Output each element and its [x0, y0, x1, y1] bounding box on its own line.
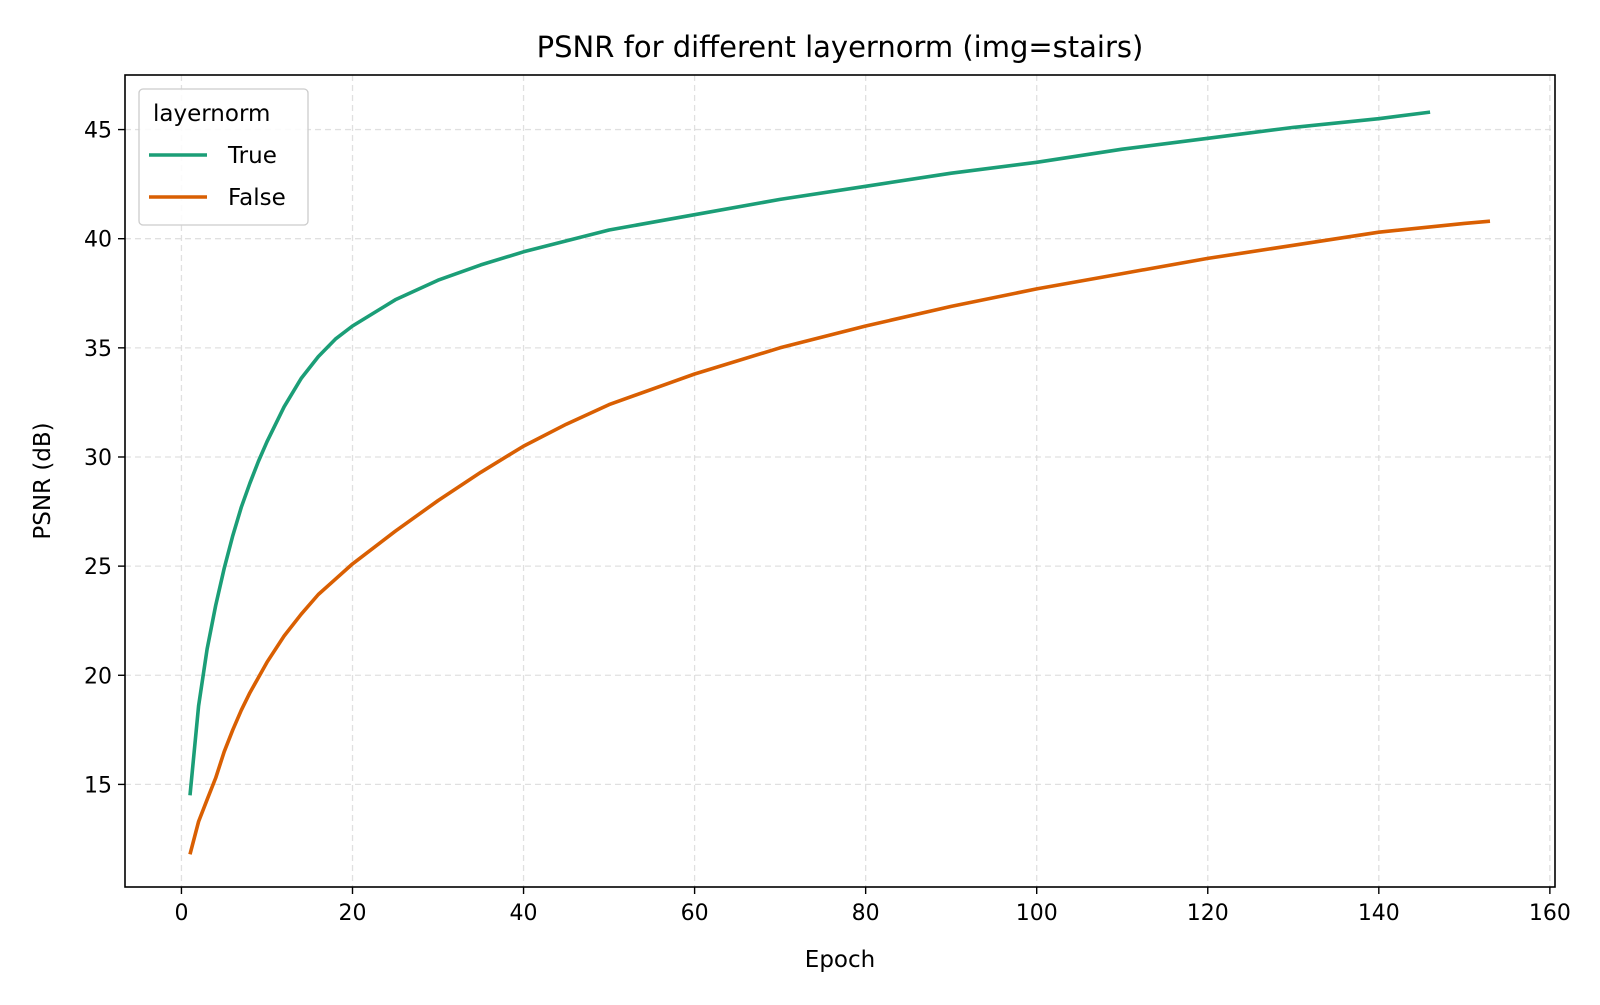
- x-tick-label: 160: [1529, 901, 1571, 926]
- x-tick-label: 60: [681, 901, 709, 926]
- series-line-false: [188, 219, 1491, 855]
- x-tick-label: 20: [339, 901, 367, 926]
- legend-box: [138, 88, 309, 226]
- legend-label: True: [227, 143, 277, 169]
- y-tick-label: 35: [84, 337, 112, 362]
- x-tick-label: 100: [1016, 901, 1058, 926]
- y-axis-label: PSNR (dB): [30, 422, 56, 539]
- legend-label: False: [228, 185, 286, 211]
- x-axis-label: Epoch: [805, 947, 875, 973]
- legend-items: True False: [149, 143, 286, 211]
- chart-title: PSNR for different layernorm (img=stairs…: [537, 30, 1144, 64]
- x-tick-label: 80: [852, 901, 880, 926]
- y-tick-label: 40: [84, 228, 112, 253]
- x-tick-label: 40: [510, 901, 538, 926]
- x-tick-label: 0: [174, 901, 188, 926]
- series-line-true: [188, 110, 1431, 796]
- axis-ticks: 0 20 40 60 80 100 120 140 160 15 20 25 30 35 40 45: [84, 119, 1571, 926]
- y-tick-label: 15: [84, 773, 112, 798]
- x-tick-label: 120: [1187, 901, 1229, 926]
- y-tick-label: 20: [84, 664, 112, 689]
- y-tick-label: 30: [84, 446, 112, 471]
- legend-title: layernorm: [153, 101, 270, 127]
- y-tick-label: 45: [84, 119, 112, 144]
- y-tick-label: 25: [84, 555, 112, 580]
- x-tick-label: 140: [1358, 901, 1400, 926]
- series-lines: [188, 110, 1491, 855]
- legend: layernorm True False: [138, 88, 309, 226]
- grid-lines: [125, 75, 1555, 887]
- plot-frame: [124, 74, 1556, 888]
